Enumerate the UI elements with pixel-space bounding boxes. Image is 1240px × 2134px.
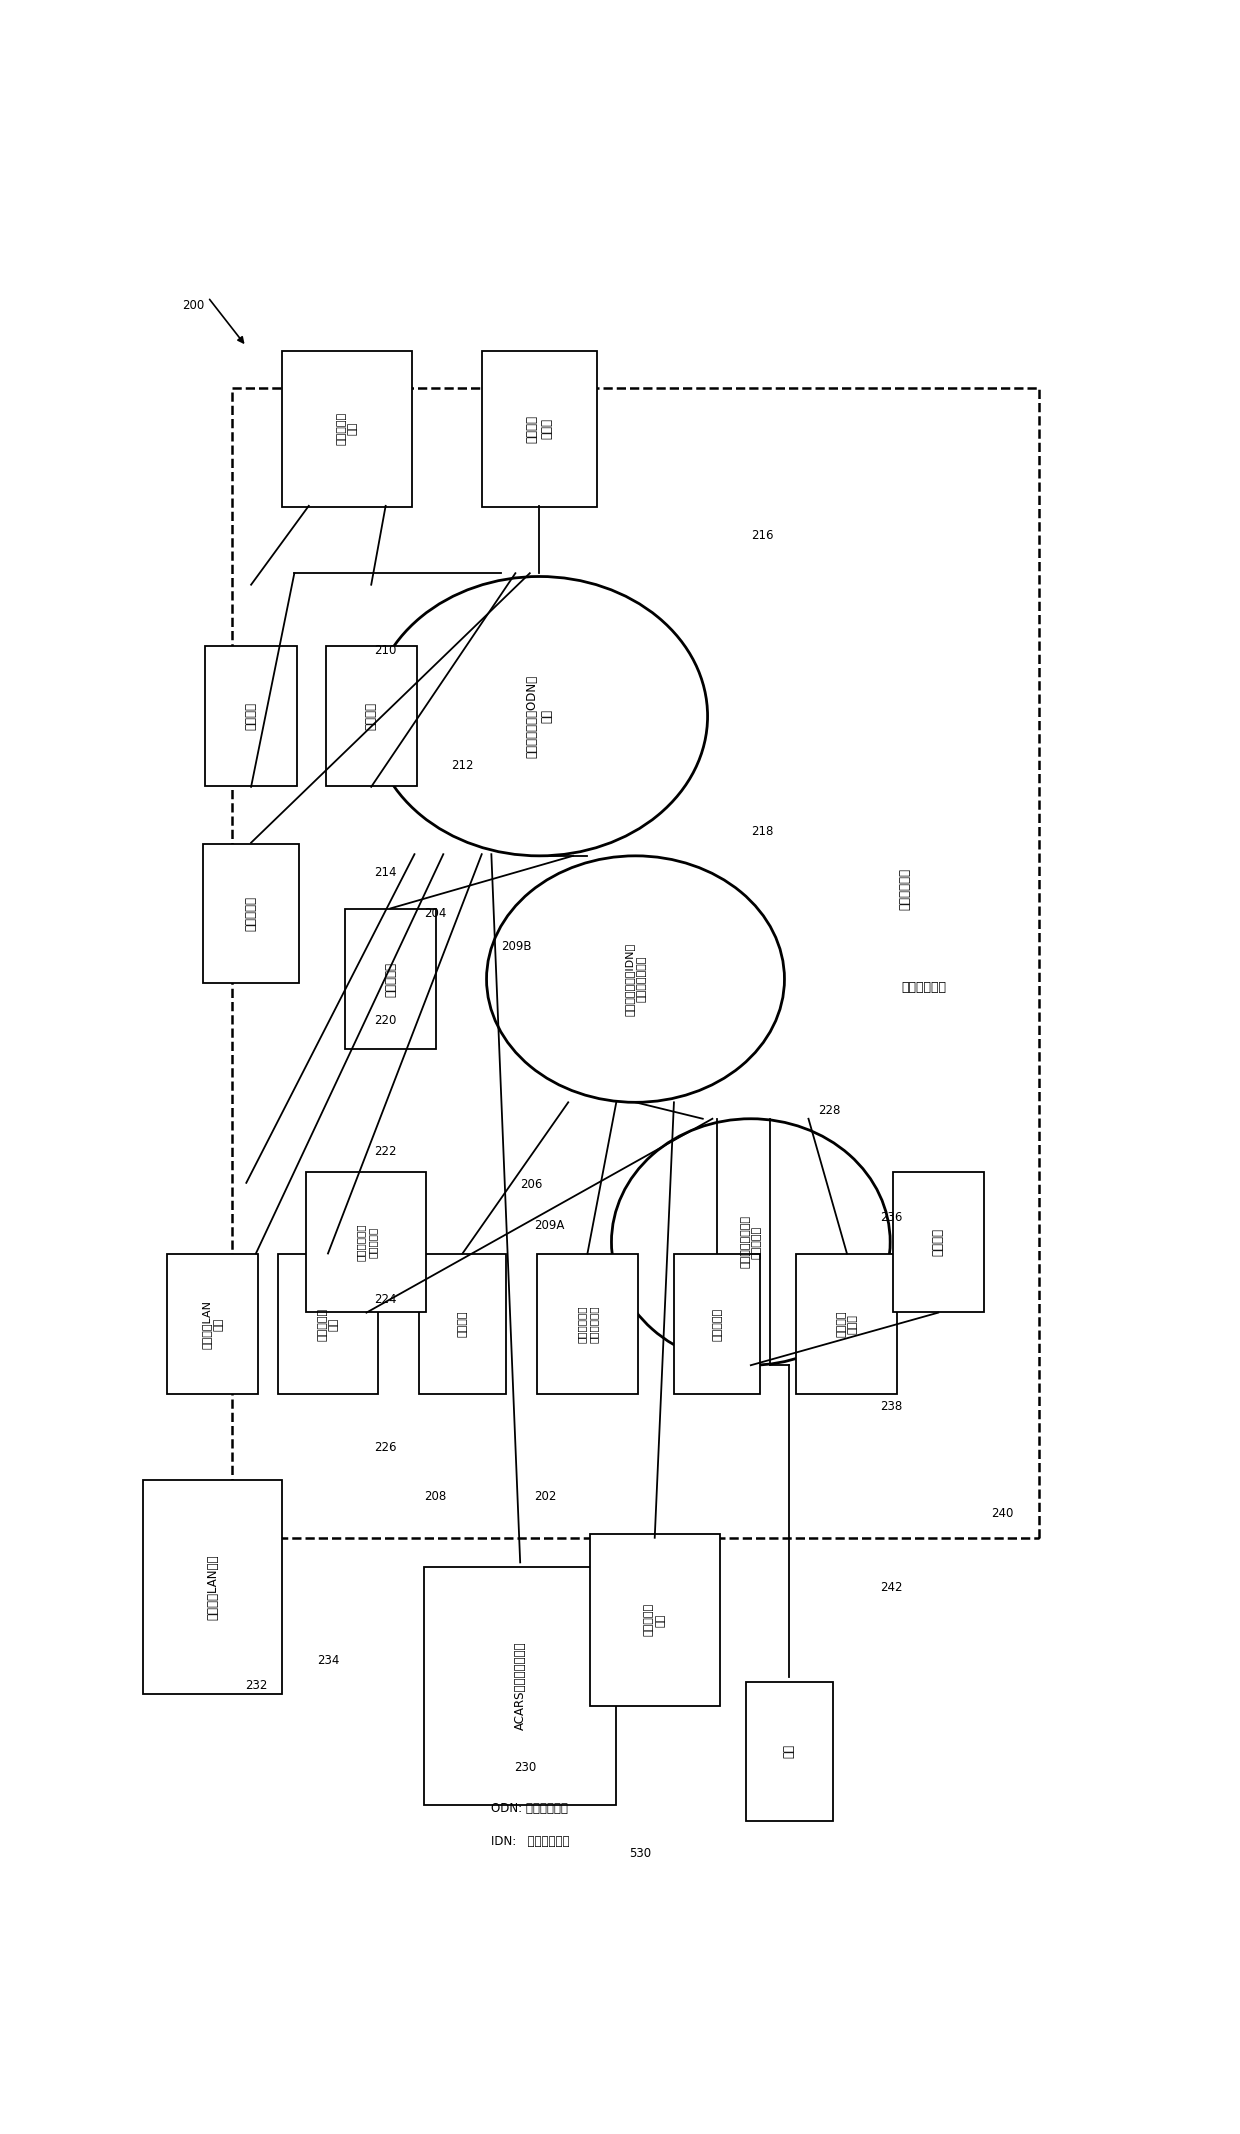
Text: 航空电子线路
可更换单元: 航空电子线路 可更换单元 bbox=[356, 1223, 377, 1261]
FancyBboxPatch shape bbox=[746, 1682, 832, 1820]
Text: ODN: 开放数据网络: ODN: 开放数据网络 bbox=[491, 1803, 568, 1816]
FancyBboxPatch shape bbox=[893, 1172, 983, 1312]
Text: 242: 242 bbox=[880, 1581, 903, 1594]
Text: 214: 214 bbox=[374, 866, 397, 879]
FancyBboxPatch shape bbox=[345, 909, 436, 1050]
Text: 202: 202 bbox=[534, 1490, 557, 1502]
Text: 209A: 209A bbox=[534, 1219, 565, 1231]
Text: 230: 230 bbox=[513, 1761, 536, 1773]
FancyBboxPatch shape bbox=[419, 1255, 506, 1394]
Text: 238: 238 bbox=[880, 1400, 903, 1413]
FancyBboxPatch shape bbox=[306, 1172, 427, 1312]
Text: 飞行数据
记录器: 飞行数据 记录器 bbox=[836, 1310, 858, 1338]
Text: 维护便携式电
脑（以太网）: 维护便携式电 脑（以太网） bbox=[577, 1306, 598, 1342]
FancyBboxPatch shape bbox=[537, 1255, 637, 1394]
Text: 226: 226 bbox=[374, 1440, 397, 1453]
Text: 220: 220 bbox=[374, 1014, 397, 1026]
Text: 206: 206 bbox=[521, 1178, 543, 1191]
Ellipse shape bbox=[486, 856, 785, 1103]
FancyBboxPatch shape bbox=[167, 1255, 258, 1394]
Text: 第三方应用
程序: 第三方应用 程序 bbox=[336, 412, 358, 446]
Text: 204: 204 bbox=[424, 907, 446, 920]
Text: 维护信息: 维护信息 bbox=[244, 702, 258, 730]
Text: 234: 234 bbox=[316, 1654, 340, 1667]
FancyBboxPatch shape bbox=[326, 647, 417, 785]
Text: 飞机核心线路: 飞机核心线路 bbox=[898, 869, 911, 909]
Text: 218: 218 bbox=[751, 824, 774, 839]
Text: 通信: 通信 bbox=[782, 1743, 796, 1758]
FancyBboxPatch shape bbox=[481, 350, 596, 506]
Text: 232: 232 bbox=[244, 1679, 267, 1692]
Text: 212: 212 bbox=[451, 760, 474, 773]
FancyBboxPatch shape bbox=[590, 1534, 719, 1707]
FancyBboxPatch shape bbox=[278, 1255, 378, 1394]
Text: 公共数据网络路由
器和交换机: 公共数据网络路由 器和交换机 bbox=[740, 1216, 761, 1268]
FancyBboxPatch shape bbox=[424, 1566, 616, 1805]
Text: 终端无线LAN单元: 终端无线LAN单元 bbox=[206, 1554, 219, 1620]
Text: 文件服务器
管理: 文件服务器 管理 bbox=[317, 1308, 339, 1340]
FancyBboxPatch shape bbox=[675, 1255, 760, 1394]
Text: 224: 224 bbox=[374, 1293, 397, 1306]
Text: 200: 200 bbox=[182, 299, 205, 312]
FancyBboxPatch shape bbox=[203, 843, 299, 984]
FancyBboxPatch shape bbox=[206, 647, 296, 785]
Text: 240: 240 bbox=[991, 1507, 1013, 1519]
Text: 222: 222 bbox=[374, 1146, 397, 1159]
Text: 210: 210 bbox=[374, 644, 397, 657]
Text: 飞行中娱乐: 飞行中娱乐 bbox=[244, 896, 258, 930]
Text: 开放数据网络（ODN）
网关: 开放数据网络（ODN） 网关 bbox=[526, 674, 553, 758]
Text: 530: 530 bbox=[629, 1846, 651, 1859]
Text: 209B: 209B bbox=[501, 939, 532, 952]
Text: 机组无线LAN
单元: 机组无线LAN 单元 bbox=[202, 1300, 223, 1349]
Text: 236: 236 bbox=[880, 1210, 903, 1223]
FancyBboxPatch shape bbox=[283, 350, 412, 506]
Text: 216: 216 bbox=[751, 529, 774, 542]
Text: 机组信息: 机组信息 bbox=[365, 702, 378, 730]
Text: 飞机核心网络: 飞机核心网络 bbox=[901, 982, 946, 994]
FancyBboxPatch shape bbox=[796, 1255, 898, 1394]
Text: ACARS和卫星通信规定: ACARS和卫星通信规定 bbox=[513, 1641, 527, 1731]
Ellipse shape bbox=[371, 576, 708, 856]
Text: 228: 228 bbox=[818, 1103, 841, 1116]
Text: IDN:   独立数据网络: IDN: 独立数据网络 bbox=[491, 1835, 570, 1848]
Text: 视频监控: 视频监控 bbox=[458, 1310, 467, 1338]
Text: 飞行管理: 飞行管理 bbox=[931, 1227, 945, 1257]
Text: 电子飞行包: 电子飞行包 bbox=[384, 962, 397, 997]
Text: 独立数据网络（IDN）
路由器和交换机: 独立数据网络（IDN） 路由器和交换机 bbox=[625, 943, 646, 1016]
Text: 数据调制
解调器: 数据调制 解调器 bbox=[526, 414, 553, 442]
Text: 导航和引导: 导航和引导 bbox=[712, 1308, 722, 1340]
FancyBboxPatch shape bbox=[143, 1481, 283, 1694]
Ellipse shape bbox=[611, 1118, 890, 1366]
Text: 飞行甲板打
印机: 飞行甲板打 印机 bbox=[644, 1603, 666, 1637]
Text: 208: 208 bbox=[424, 1490, 446, 1502]
